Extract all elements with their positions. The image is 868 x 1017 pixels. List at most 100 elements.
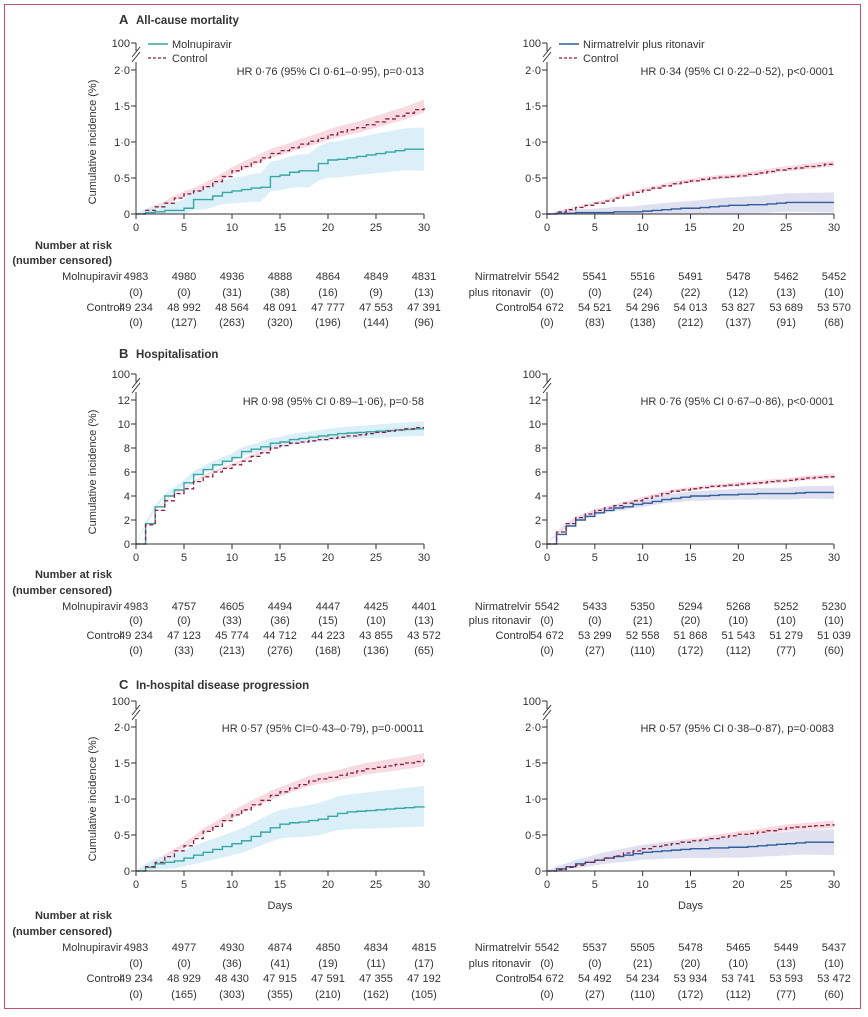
risk-value-treatment: 4936: [220, 271, 244, 283]
censored-value-treatment: (0): [588, 615, 601, 627]
axis-break-mark: [542, 51, 552, 63]
risk-row-label-treatment-cont: plus ritonavir: [469, 615, 532, 627]
x-tick-label: 25: [780, 552, 792, 564]
y-tick-label: 0·5: [114, 830, 130, 842]
censored-value-control: (0): [540, 645, 553, 657]
censored-value-treatment: (33): [222, 615, 242, 627]
x-tick-label: 15: [274, 552, 286, 564]
y-tick-label: 1·0: [114, 137, 130, 149]
censored-value-control: (83): [585, 317, 605, 329]
risk-value-control: 48 430: [215, 973, 249, 985]
legend-label-control: Control: [583, 53, 618, 65]
x-tick-label: 20: [322, 879, 334, 891]
y-tick-label: 2: [535, 515, 541, 527]
risk-value-control: 51 279: [769, 630, 803, 642]
y-tick-label: 1·0: [525, 137, 541, 149]
censored-value-treatment: (0): [177, 287, 190, 299]
censored-value-treatment: (15): [318, 615, 338, 627]
censored-value-control: (144): [363, 317, 389, 329]
axis-break-mark: [542, 377, 552, 389]
censored-value-control: (68): [824, 317, 844, 329]
x-tick-label: 30: [828, 879, 840, 891]
censored-value-treatment: (22): [681, 287, 701, 299]
risk-value-treatment: 4831: [412, 271, 436, 283]
risk-value-treatment: 5491: [678, 271, 702, 283]
risk-value-control: 43 572: [407, 630, 441, 642]
risk-value-treatment: 5465: [726, 942, 750, 954]
panel-title: In-hospital disease progression: [136, 680, 309, 692]
risk-value-treatment: 4888: [268, 271, 292, 283]
risk-value-control: 49 234: [119, 973, 153, 985]
y-tick-label: 0·5: [525, 173, 541, 185]
risk-value-control: 48 992: [167, 302, 201, 314]
censored-value-treatment: (10): [366, 615, 386, 627]
y-tick-label: 100: [523, 369, 541, 381]
censored-value-treatment: (0): [177, 958, 190, 970]
censored-value-control: (210): [315, 989, 341, 1001]
censored-value-treatment: (13): [414, 615, 434, 627]
censored-value-treatment: (38): [270, 287, 290, 299]
censored-value-treatment: (20): [681, 615, 701, 627]
risk-row-label-treatment: Nirmatrelvir: [475, 942, 532, 954]
control-curve: [136, 426, 424, 545]
axis-break-mark: [542, 382, 552, 394]
censored-value-treatment: (16): [318, 287, 338, 299]
x-tick-label: 20: [322, 552, 334, 564]
risk-row-label-treatment: Molnupiravir: [62, 942, 122, 954]
risk-value-control: 54 672: [530, 630, 564, 642]
censored-value-control: (27): [585, 989, 605, 1001]
y-tick-label: 0: [535, 866, 541, 878]
censored-value-control: (276): [267, 645, 293, 657]
risk-value-control: 52 558: [626, 630, 660, 642]
x-tick-label: 10: [637, 879, 649, 891]
molnupiravir-ci-band: [136, 421, 424, 544]
y-tick-label: 0: [124, 866, 130, 878]
risk-value-treatment: 5252: [774, 601, 798, 613]
risk-value-control: 44 712: [263, 630, 297, 642]
x-tick-label: 30: [418, 552, 430, 564]
x-tick-label: 0: [133, 552, 139, 564]
censored-value-control: (138): [630, 317, 656, 329]
x-tick-label: 5: [592, 552, 598, 564]
risk-value-treatment: 5433: [583, 601, 607, 613]
risk-value-treatment: 5452: [822, 271, 846, 283]
axis-break-mark: [542, 704, 552, 716]
control-ci-band: [547, 160, 834, 214]
x-tick-label: 20: [322, 222, 334, 234]
risk-row-label-control: Control: [87, 630, 122, 642]
y-tick-label: 1·0: [114, 794, 130, 806]
censored-value-control: (137): [725, 317, 751, 329]
risk-value-control: 49 234: [119, 302, 153, 314]
x-tick-label: 5: [181, 222, 187, 234]
risk-value-treatment: 5537: [583, 942, 607, 954]
y-tick-label: 0: [124, 209, 130, 221]
control-curve: [547, 824, 835, 872]
risk-row-label-control: Control: [87, 302, 122, 314]
censored-value-treatment: (10): [824, 287, 844, 299]
censored-value-control: (0): [129, 989, 142, 1001]
censored-value-treatment: (0): [540, 287, 553, 299]
control-ci-band: [547, 820, 834, 871]
x-tick-label: 25: [780, 879, 792, 891]
risk-value-control: 48 929: [167, 973, 201, 985]
x-tick-label: 20: [732, 222, 744, 234]
risk-value-treatment: 4874: [268, 942, 292, 954]
censored-value-control: (110): [630, 989, 655, 1001]
risk-row-label-treatment: Molnupiravir: [62, 271, 122, 283]
censored-value-control: (168): [315, 645, 341, 657]
censored-value-treatment: (10): [824, 958, 844, 970]
risk-value-treatment: 4850: [316, 942, 340, 954]
risk-value-control: 43 855: [359, 630, 393, 642]
y-tick-label: 100: [112, 369, 130, 381]
censored-value-treatment: (12): [729, 287, 749, 299]
x-tick-label: 5: [181, 552, 187, 564]
x-tick-label: 5: [592, 222, 598, 234]
censored-value-treatment: (0): [540, 615, 553, 627]
risk-value-treatment: 5294: [678, 601, 702, 613]
censored-value-treatment: (21): [633, 958, 653, 970]
control-ci-band: [136, 99, 424, 214]
censored-value-control: (0): [540, 317, 553, 329]
y-axis-label: Cumulative incidence (%): [87, 737, 99, 862]
figure-frame: [4, 4, 861, 1009]
risk-value-treatment: 4834: [364, 942, 388, 954]
